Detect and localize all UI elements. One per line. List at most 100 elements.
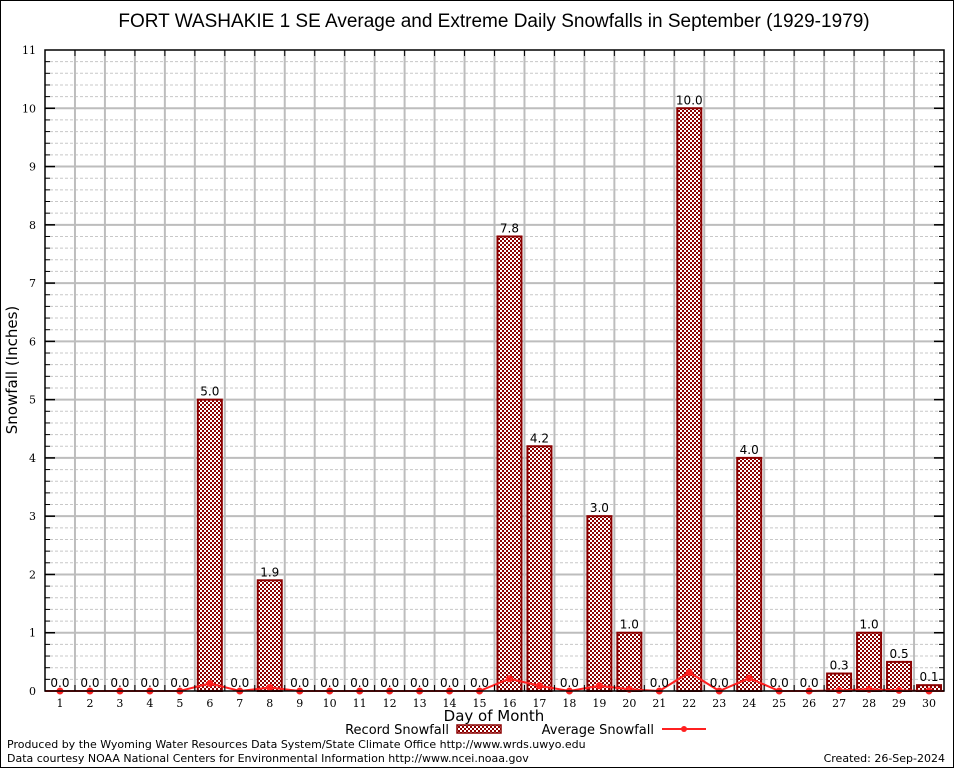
x-tick-label: 10 (323, 697, 337, 710)
x-tick-label: 17 (532, 697, 546, 710)
data-label-day-25: 0.0 (770, 676, 789, 690)
x-tick-label: 9 (296, 697, 303, 710)
data-label-day-5: 0.0 (170, 676, 189, 690)
axes (44, 49, 945, 692)
x-tick-label: 12 (383, 697, 397, 710)
x-tick-label: 19 (592, 697, 606, 710)
bar-record-day-20 (616, 631, 643, 693)
chart-title: FORT WASHAKIE 1 SE Average and Extreme D… (118, 11, 869, 32)
data-label-day-15: 0.0 (470, 676, 489, 690)
data-label-day-28: 1.0 (860, 618, 879, 632)
legend-label-average: Average Snowfall (542, 723, 654, 738)
bars (196, 107, 943, 693)
y-tick-label: 10 (22, 102, 36, 115)
data-label-day-22: 10.0 (676, 93, 703, 107)
bar-record-day-8 (256, 579, 283, 692)
data-label-day-24: 4.0 (740, 443, 759, 457)
legend-label-record: Record Snowfall (345, 723, 449, 738)
data-label-day-20: 1.0 (620, 618, 639, 632)
y-tick-label: 2 (29, 568, 36, 581)
x-tick-label: 11 (353, 697, 367, 710)
legend-swatch-record (456, 724, 502, 734)
x-tick-label: 27 (832, 697, 846, 710)
data-label-day-12: 0.0 (380, 676, 399, 690)
x-tick-label: 16 (502, 697, 516, 710)
x-ticks: 1 2 3 4 5 6 7 8 9 10 11 12 13 14 15 16 17 18 19 20 21 22 23 24 2… (56, 697, 936, 710)
x-tick-label: 15 (473, 697, 487, 710)
bar-record-day-16 (496, 235, 523, 693)
y-tick-label: 8 (29, 219, 36, 232)
data-label-day-3: 0.0 (110, 676, 129, 690)
x-tick-label: 21 (652, 697, 666, 710)
data-label-day-30: 0.1 (919, 670, 938, 684)
x-tick-label: 30 (922, 697, 936, 710)
x-tick-label: 23 (712, 697, 726, 710)
y-axis-label: Snowfall (Inches) (3, 306, 21, 434)
x-tick-label: 28 (862, 697, 876, 710)
x-axis-label: Day of Month (444, 707, 545, 725)
data-label-day-16: 7.8 (500, 221, 519, 235)
x-tick-label: 8 (266, 697, 273, 710)
data-label-day-19: 3.0 (590, 501, 609, 515)
y-tick-label: 9 (29, 161, 36, 174)
x-tick-label: 5 (176, 697, 183, 710)
data-label-day-2: 0.0 (80, 676, 99, 690)
plot-border (44, 49, 945, 692)
x-tick-label: 20 (622, 697, 636, 710)
x-tick-label: 4 (146, 697, 153, 710)
y-ticks: 0 1 2 3 4 5 6 7 8 9 10 11 (22, 44, 36, 698)
x-tick-label: 22 (682, 697, 696, 710)
data-label-day-21: 0.0 (650, 676, 669, 690)
x-tick-label: 18 (562, 697, 576, 710)
bar-record-day-6 (196, 398, 223, 692)
data-label-day-27: 0.3 (830, 659, 849, 673)
data-labels: 0.0 0.0 0.0 0.0 0.0 5.0 0.0 1.9 0.0 0.0 0.0 0.0 0.0 0… (50, 93, 938, 690)
data-label-day-26: 0.0 (800, 676, 819, 690)
data-label-day-1: 0.0 (50, 676, 69, 690)
average-marker-day-19 (595, 682, 603, 690)
bar-record-day-22 (676, 107, 703, 693)
bar-record-day-28 (856, 631, 883, 693)
y-tick-label: 3 (29, 510, 36, 523)
data-label-day-14: 0.0 (440, 676, 459, 690)
y-tick-label: 11 (22, 44, 36, 57)
data-label-day-11: 0.0 (350, 676, 369, 690)
data-label-day-8: 1.9 (260, 565, 279, 579)
x-tick-label: 7 (236, 697, 243, 710)
x-tick-label: 6 (206, 697, 213, 710)
data-label-day-23: 0.0 (710, 676, 729, 690)
x-tick-label: 1 (56, 697, 63, 710)
y-tick-label: 6 (29, 335, 36, 348)
x-tick-label: 13 (413, 697, 427, 710)
average-marker-day-6 (206, 679, 214, 687)
average-marker-day-24 (745, 674, 753, 682)
data-label-day-7: 0.0 (230, 676, 249, 690)
average-marker-day-17 (535, 682, 543, 690)
x-tick-label: 14 (443, 697, 457, 710)
x-tick-label: 29 (892, 697, 906, 710)
data-label-day-9: 0.0 (290, 676, 309, 690)
data-label-day-17: 4.2 (530, 431, 549, 445)
footer-data-courtesy: Data courtesy NOAA National Centers for … (7, 752, 529, 765)
legend: Record Snowfall Average Snowfall (345, 723, 706, 738)
bar-record-day-17 (526, 445, 553, 692)
grid (45, 50, 944, 691)
legend-swatch-average-marker (681, 726, 687, 732)
x-tick-label: 26 (802, 697, 816, 710)
average-marker-day-22 (685, 668, 693, 676)
y-tick-label: 1 (29, 627, 36, 640)
y-tick-label: 0 (29, 685, 36, 698)
data-label-day-4: 0.0 (140, 676, 159, 690)
y-tick-label: 5 (29, 394, 36, 407)
y-tick-label: 4 (29, 452, 36, 465)
data-label-day-10: 0.0 (320, 676, 339, 690)
x-tick-label: 25 (772, 697, 786, 710)
bar-record-day-24 (736, 456, 763, 692)
data-label-day-6: 5.0 (200, 385, 219, 399)
bar-record-day-29 (886, 660, 913, 693)
footer-created-date: Created: 26-Sep-2024 (824, 752, 945, 765)
x-tick-label: 3 (116, 697, 123, 710)
x-tick-label: 2 (86, 697, 93, 710)
data-label-day-29: 0.5 (890, 647, 909, 661)
